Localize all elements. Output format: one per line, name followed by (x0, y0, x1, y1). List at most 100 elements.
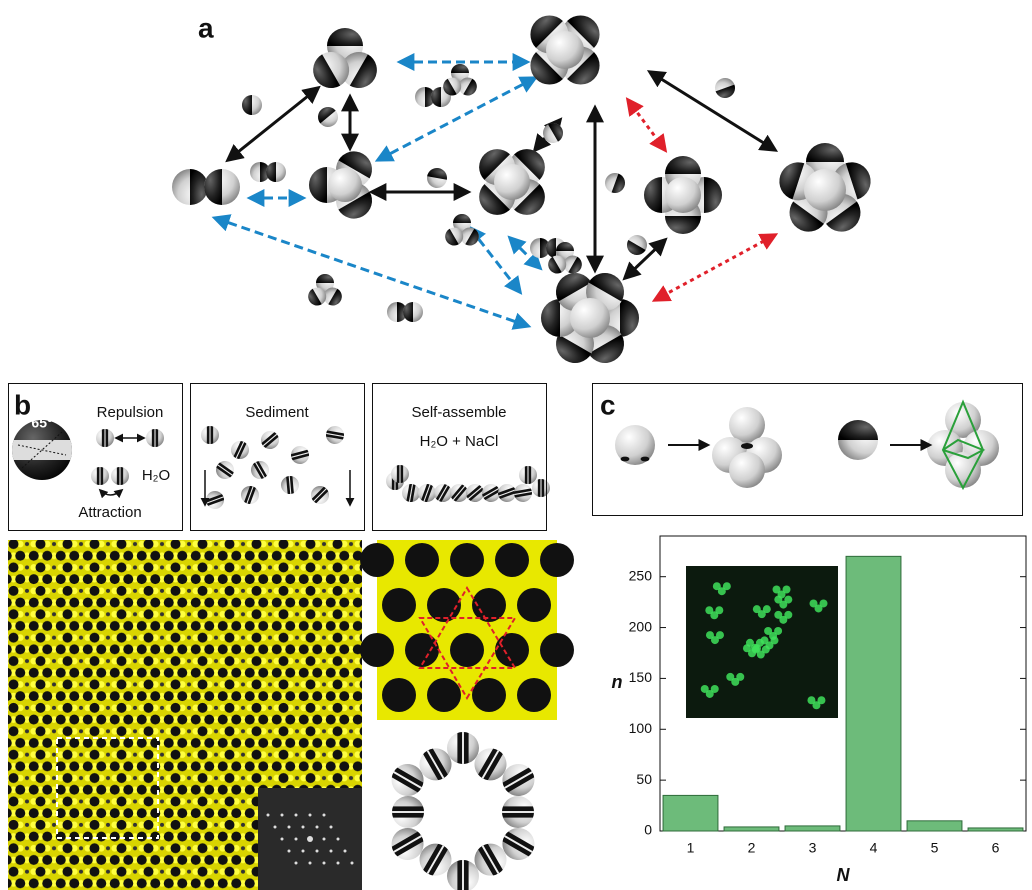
fft-spot (288, 826, 291, 829)
fft-spot (337, 862, 340, 865)
bar (968, 828, 1023, 831)
hole (382, 588, 416, 622)
sphere (280, 475, 300, 495)
x-tick-label: 2 (748, 840, 756, 856)
cluster-spot (783, 585, 791, 593)
cluster-spot (711, 685, 719, 693)
sphere (546, 31, 584, 69)
sphere (519, 466, 537, 484)
sphere (729, 452, 765, 488)
x-axis-label: N (837, 865, 851, 885)
fft-spot (337, 838, 340, 841)
label-sediment: Sediment (245, 404, 309, 421)
cluster-spot (784, 596, 792, 604)
angle-label: 65° (31, 415, 52, 431)
panel-label: a (198, 12, 214, 43)
cluster-spot (770, 636, 778, 644)
fft-spot (281, 838, 284, 841)
y-tick-label: 100 (629, 720, 653, 736)
sphere (289, 444, 311, 466)
hole (450, 633, 484, 667)
fft-spot (295, 814, 298, 817)
bar (663, 795, 718, 831)
sphere (204, 169, 240, 205)
y-tick-label: 0 (644, 822, 652, 838)
sphere (257, 427, 282, 452)
hole (405, 543, 439, 577)
hole (495, 543, 529, 577)
fft-spot (274, 826, 277, 829)
fft-spot (316, 826, 319, 829)
x-tick-label: 3 (809, 840, 817, 856)
hole (405, 633, 439, 667)
y-tick-label: 200 (629, 618, 653, 634)
sphere (248, 458, 273, 483)
sphere (242, 95, 262, 115)
label-attraction: Attraction (78, 504, 141, 521)
sphere (96, 429, 114, 447)
sphere (325, 425, 346, 446)
hole (360, 633, 394, 667)
sphere (623, 231, 650, 258)
sphere (392, 796, 424, 828)
y-tick-label: 50 (636, 771, 652, 787)
cluster-spot (723, 582, 731, 590)
sphere (307, 482, 332, 507)
label-repulsion: Repulsion (97, 404, 164, 421)
cluster-spot (784, 611, 792, 619)
sphere (328, 168, 362, 202)
hole (495, 633, 529, 667)
fft-spot (323, 862, 326, 865)
bar (785, 826, 840, 831)
sphere (602, 170, 628, 196)
bar (846, 556, 901, 831)
cluster-spot (716, 631, 724, 639)
sphere (111, 467, 129, 485)
sphere (513, 483, 534, 504)
bar-chart: 050100150200250123456Nn (612, 536, 1027, 885)
sphere (91, 467, 109, 485)
y-tick-label: 150 (629, 669, 653, 685)
cluster-spot (774, 627, 782, 635)
hole (360, 543, 394, 577)
patch (641, 457, 650, 462)
patch (741, 443, 753, 449)
sphere (494, 164, 530, 200)
figure: a b c Repulsion Attraction H₂O Sed (0, 0, 1032, 890)
sphere (447, 732, 479, 764)
sphere (838, 420, 878, 460)
fft-spot (302, 826, 305, 829)
sphere (201, 426, 219, 444)
fft-spot (351, 862, 354, 865)
sphere (172, 169, 208, 205)
sphere (212, 457, 237, 482)
label-self-assemble: Self-assemble (411, 404, 506, 421)
fft-spot (307, 836, 313, 842)
sphere (570, 298, 610, 338)
sphere (266, 162, 286, 182)
bar (907, 821, 962, 831)
hole (517, 588, 551, 622)
fft-spot (267, 814, 270, 817)
x-tick-label: 6 (992, 840, 1000, 856)
sphere (228, 438, 252, 462)
sphere (502, 796, 534, 828)
cluster-spot (715, 606, 723, 614)
sphere (391, 465, 409, 483)
sphere (539, 119, 566, 146)
y-tick-label: 250 (629, 567, 653, 583)
fft-spot (281, 814, 284, 817)
fft-spot (323, 838, 326, 841)
x-tick-label: 5 (931, 840, 939, 856)
cluster-spot (763, 605, 771, 613)
fft-spot (302, 850, 305, 853)
sphere (146, 429, 164, 447)
hole (427, 678, 461, 712)
label-salt: H₂O + NaCl (420, 433, 499, 450)
sphere (447, 860, 479, 890)
cluster-spot (736, 673, 744, 681)
cluster-spot (820, 599, 828, 607)
fft-spot (316, 850, 319, 853)
sphere (314, 103, 342, 131)
hole (450, 543, 484, 577)
